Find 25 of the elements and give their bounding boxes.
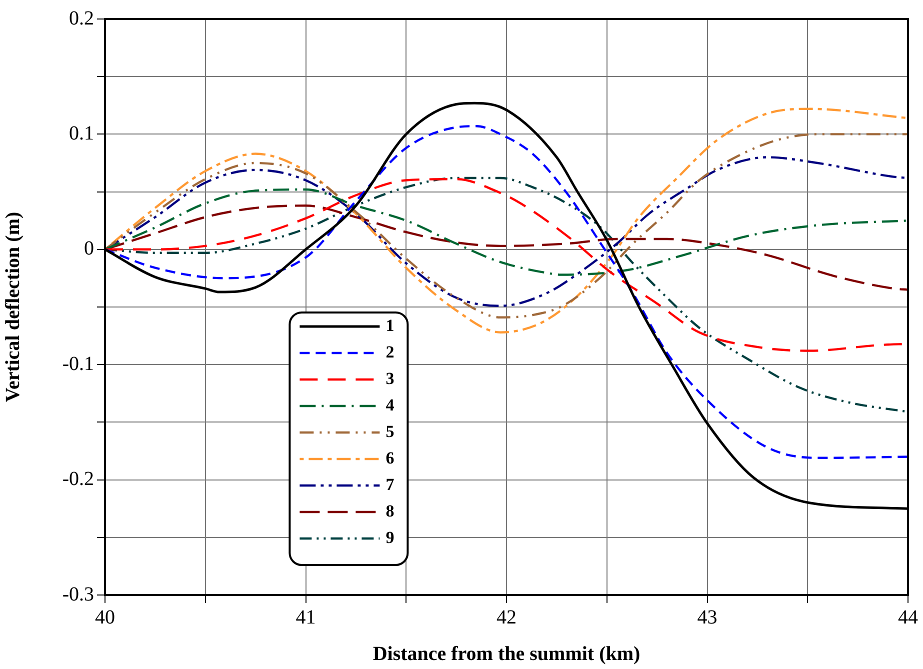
x-tick-label: 41 [296,606,316,628]
line-series [105,108,908,334]
y-axis-title: Vertical deflection (m) [2,212,24,402]
y-tick-label: 0.1 [69,122,94,144]
legend-label: 9 [386,528,394,547]
legend-label: 4 [386,395,395,414]
legend-label: 3 [386,368,394,388]
legend-label: 1 [386,316,394,335]
x-tick-label: 43 [697,606,718,628]
x-tick-label: 40 [95,606,115,628]
y-tick-label: -0.1 [62,352,94,375]
legend-label: 8 [386,501,394,520]
x-tick-label: 42 [496,606,516,628]
line-series [105,188,908,276]
x-tick-label: 44 [898,606,918,628]
line-series [105,133,908,318]
legend-label: 2 [386,342,394,362]
legend-label: 6 [386,448,394,468]
y-tick-label: -0.2 [62,468,94,490]
y-tick-label: 0.2 [69,7,94,30]
legend-label: 7 [386,474,395,494]
y-tick-label: 0 [84,238,94,260]
y-tick-label: -0.3 [62,583,94,606]
legend-label: 5 [386,422,394,441]
x-axis-title: Distance from the summit (km) [372,643,640,666]
